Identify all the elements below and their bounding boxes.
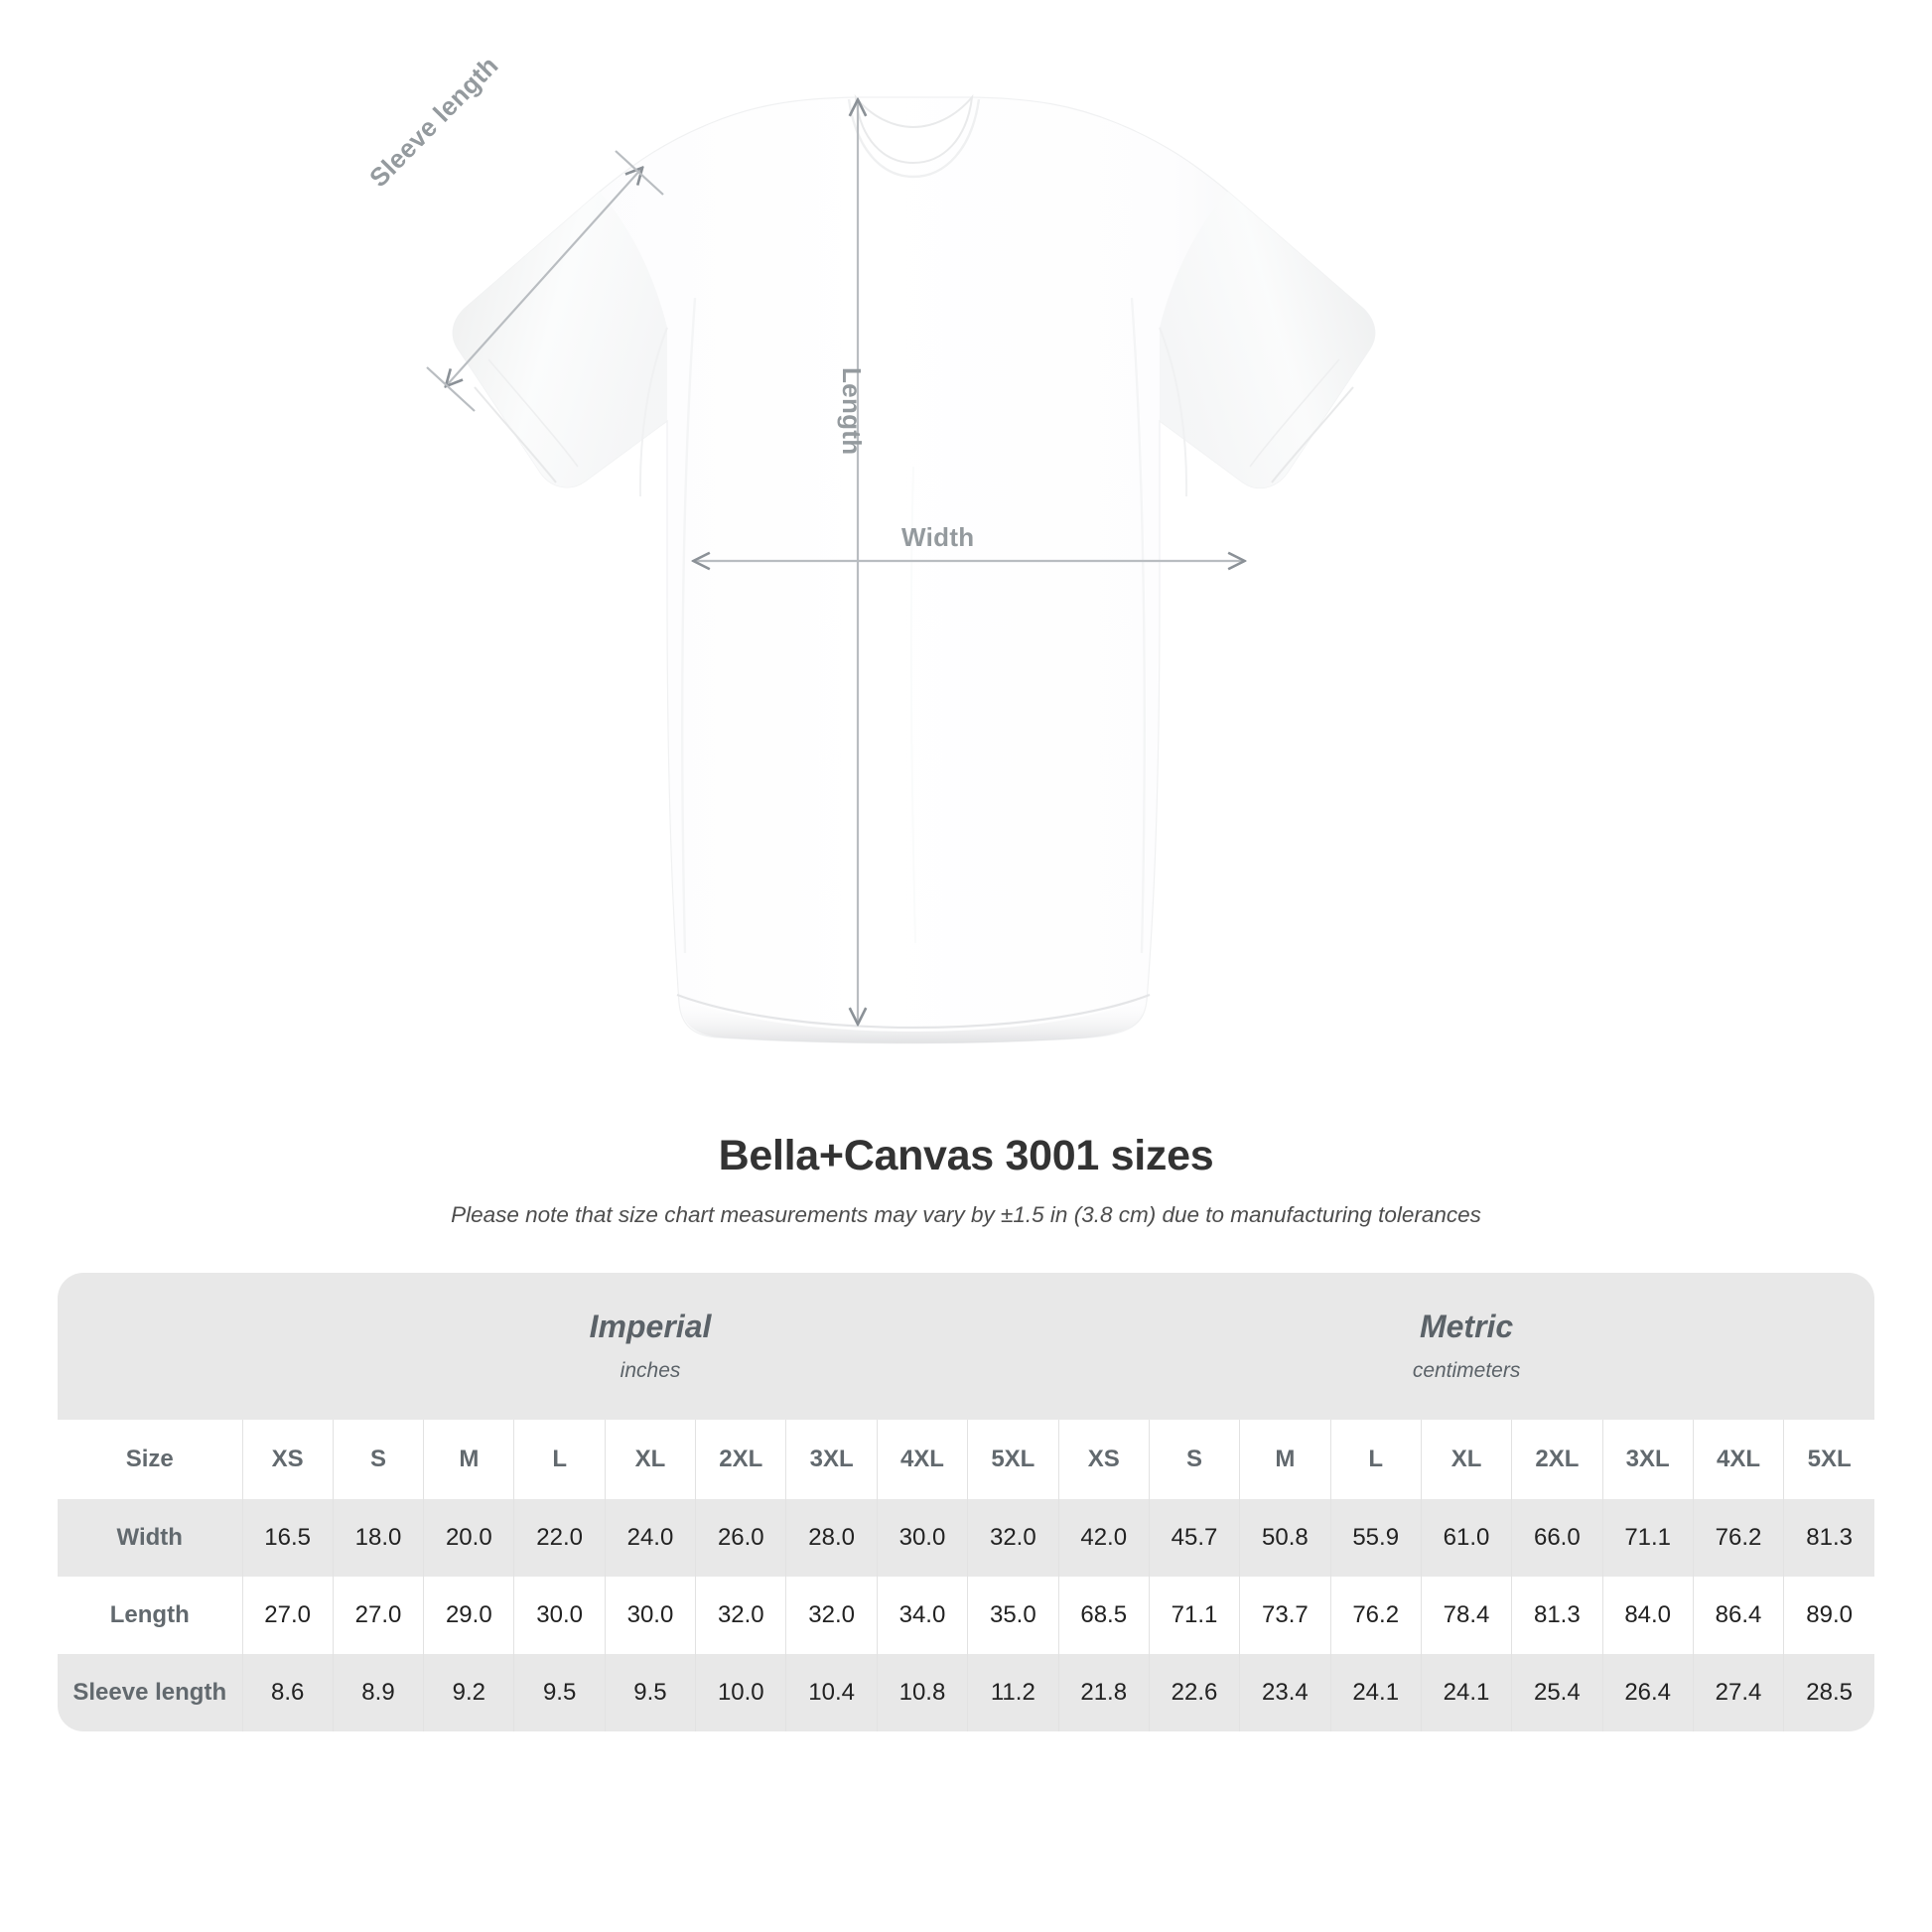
cell-length-imperial-xl: 30.0 (604, 1577, 696, 1654)
chart-caption: Bella+Canvas 3001 sizes Please note that… (0, 1132, 1932, 1228)
cell-sleeve-length-imperial-2xl: 10.0 (695, 1654, 786, 1731)
cell-length-metric-xs: 68.5 (1057, 1577, 1150, 1654)
row-label-length: Length (58, 1577, 242, 1654)
cell-width-imperial-xl: 24.0 (604, 1499, 696, 1577)
cell-width-metric-xl: 61.0 (1420, 1499, 1512, 1577)
cell-length-imperial-3xl: 32.0 (785, 1577, 878, 1654)
cell-sleeve-length-imperial-4xl: 10.8 (876, 1654, 968, 1731)
table-header-row: Size XS S M L XL 2XL 3XL 4XL 5XL XS S M L XL 2XL 3XL 4XL 5… (58, 1420, 1875, 1499)
column-header-metric-4xl: 4XL (1692, 1420, 1784, 1499)
cell-width-imperial-4xl: 30.0 (876, 1499, 968, 1577)
cell-length-metric-3xl: 84.0 (1601, 1577, 1694, 1654)
cell-length-metric-2xl: 81.3 (1511, 1577, 1603, 1654)
column-header-imperial-s: S (332, 1420, 424, 1499)
cell-length-imperial-xs: 27.0 (241, 1577, 334, 1654)
cell-width-imperial-xs: 16.5 (241, 1499, 334, 1577)
cell-width-metric-l: 55.9 (1329, 1499, 1422, 1577)
cell-length-metric-5xl: 89.0 (1783, 1577, 1875, 1654)
sleeve-length-dimension-line (426, 150, 664, 412)
column-header-metric-xl: XL (1420, 1420, 1512, 1499)
cell-width-imperial-3xl: 28.0 (785, 1499, 878, 1577)
cell-sleeve-length-metric-4xl: 27.4 (1692, 1654, 1784, 1731)
column-header-imperial-xl: XL (604, 1420, 696, 1499)
column-header-imperial-xs: XS (241, 1420, 334, 1499)
cell-length-imperial-s: 27.0 (332, 1577, 424, 1654)
garment-diagram: Sleeve length Length Width (363, 0, 1932, 1112)
table-row: Sleeve length 8.6 8.9 9.2 9.5 9.5 10.0 10.4 10.8… (58, 1654, 1875, 1731)
cell-width-imperial-2xl: 26.0 (695, 1499, 786, 1577)
row-label-width: Width (58, 1499, 242, 1577)
cell-length-metric-m: 73.7 (1239, 1577, 1331, 1654)
cell-length-imperial-l: 30.0 (513, 1577, 606, 1654)
cell-length-imperial-5xl: 35.0 (967, 1577, 1059, 1654)
cell-length-metric-s: 71.1 (1148, 1577, 1240, 1654)
column-header-imperial-2xl: 2XL (695, 1420, 786, 1499)
cell-sleeve-length-metric-5xl: 28.5 (1783, 1654, 1875, 1731)
cell-length-imperial-m: 29.0 (423, 1577, 514, 1654)
unit-name: Imperial (589, 1309, 712, 1345)
table-row: Length 27.0 27.0 29.0 30.0 30.0 32.0 32.0 34.0 35… (58, 1577, 1875, 1654)
cell-sleeve-length-metric-3xl: 26.4 (1601, 1654, 1694, 1731)
cell-width-imperial-m: 20.0 (423, 1499, 514, 1577)
column-header-imperial-5xl: 5XL (967, 1420, 1059, 1499)
column-header-metric-s: S (1148, 1420, 1240, 1499)
cell-sleeve-length-imperial-s: 8.9 (332, 1654, 424, 1731)
column-header-metric-3xl: 3XL (1601, 1420, 1694, 1499)
cell-sleeve-length-metric-s: 22.6 (1148, 1654, 1240, 1731)
unit-subtitle: inches (620, 1358, 681, 1382)
column-header-imperial-m: M (423, 1420, 514, 1499)
unit-band-spacer (58, 1273, 242, 1420)
cell-width-imperial-5xl: 32.0 (967, 1499, 1059, 1577)
column-header-imperial-l: L (513, 1420, 606, 1499)
cell-width-metric-2xl: 66.0 (1511, 1499, 1603, 1577)
unit-subtitle: centimeters (1412, 1358, 1521, 1382)
cell-sleeve-length-imperial-5xl: 11.2 (967, 1654, 1059, 1731)
column-header-imperial-3xl: 3XL (785, 1420, 878, 1499)
cell-sleeve-length-imperial-xs: 8.6 (241, 1654, 334, 1731)
cell-width-metric-3xl: 71.1 (1601, 1499, 1694, 1577)
size-table: Imperial inches Metric centimeters Size XS S M L… (58, 1273, 1875, 1731)
column-header-metric-2xl: 2XL (1511, 1420, 1603, 1499)
cell-sleeve-length-metric-2xl: 25.4 (1511, 1654, 1603, 1731)
cell-sleeve-length-metric-m: 23.4 (1239, 1654, 1331, 1731)
page-title: Bella+Canvas 3001 sizes (718, 1132, 1214, 1179)
column-header-imperial-4xl: 4XL (876, 1420, 968, 1499)
cell-length-imperial-2xl: 32.0 (695, 1577, 786, 1654)
cell-width-metric-s: 45.7 (1148, 1499, 1240, 1577)
column-header-metric-5xl: 5XL (1783, 1420, 1875, 1499)
cell-sleeve-length-metric-xl: 24.1 (1420, 1654, 1512, 1731)
unit-group-imperial: Imperial inches (242, 1273, 1059, 1420)
column-header-metric-l: L (1329, 1420, 1422, 1499)
cell-sleeve-length-imperial-m: 9.2 (423, 1654, 514, 1731)
row-header-size: Size (58, 1420, 242, 1499)
cell-length-metric-xl: 78.4 (1420, 1577, 1512, 1654)
unit-band-row: Imperial inches Metric centimeters (58, 1273, 1875, 1420)
column-header-metric-xs: XS (1057, 1420, 1150, 1499)
length-label: Length (837, 367, 867, 456)
cell-sleeve-length-metric-l: 24.1 (1329, 1654, 1422, 1731)
cell-sleeve-length-imperial-l: 9.5 (513, 1654, 606, 1731)
measurement-annotations (426, 0, 1932, 1112)
tolerance-note: Please note that size chart measurements… (451, 1202, 1481, 1227)
cell-sleeve-length-imperial-3xl: 10.4 (785, 1654, 878, 1731)
cell-width-imperial-l: 22.0 (513, 1499, 606, 1577)
cell-width-imperial-s: 18.0 (332, 1499, 424, 1577)
size-table-container: Imperial inches Metric centimeters Size XS S M L… (58, 1273, 1875, 1731)
row-label-sleeve-length: Sleeve length (58, 1654, 242, 1731)
width-label: Width (901, 522, 975, 552)
cell-width-metric-xs: 42.0 (1057, 1499, 1150, 1577)
unit-group-metric: Metric centimeters (1058, 1273, 1875, 1420)
cell-length-imperial-4xl: 34.0 (876, 1577, 968, 1654)
column-header-metric-m: M (1239, 1420, 1331, 1499)
cell-sleeve-length-metric-xs: 21.8 (1057, 1654, 1150, 1731)
table-row: Width 16.5 18.0 20.0 22.0 24.0 26.0 28.0 30.0 32.… (58, 1499, 1875, 1577)
cell-sleeve-length-imperial-xl: 9.5 (604, 1654, 696, 1731)
cell-length-metric-l: 76.2 (1329, 1577, 1422, 1654)
cell-width-metric-4xl: 76.2 (1692, 1499, 1784, 1577)
cell-width-metric-5xl: 81.3 (1783, 1499, 1875, 1577)
cell-length-metric-4xl: 86.4 (1692, 1577, 1784, 1654)
cell-width-metric-m: 50.8 (1239, 1499, 1331, 1577)
unit-name: Metric (1419, 1309, 1514, 1345)
